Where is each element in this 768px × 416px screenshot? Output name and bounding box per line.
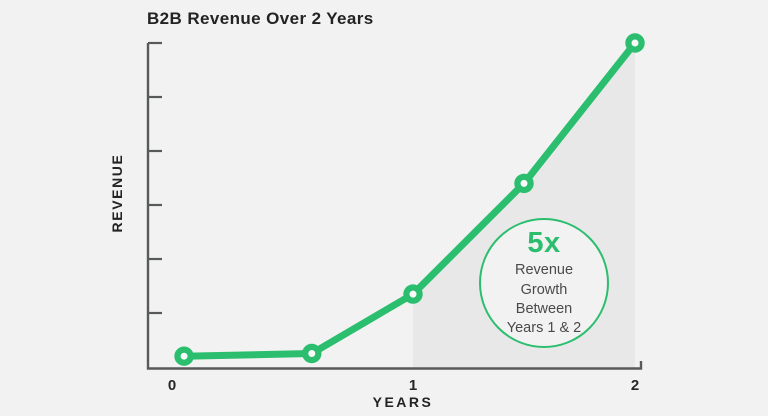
x-tick-label: 0: [168, 377, 176, 394]
data-point-marker: [302, 343, 322, 364]
data-point-marker: [514, 173, 534, 194]
badge-text-line: Years 1 & 2: [506, 319, 582, 336]
data-point-marker: [625, 33, 645, 53]
x-tick-label: 1: [409, 377, 417, 394]
badge-text-line: Revenue: [514, 262, 574, 279]
growth-annotation-badge: 5x Revenue Growth Between Years 1 & 2: [479, 218, 609, 348]
badge-text-line: Growth: [520, 281, 568, 298]
data-point-marker: [174, 346, 194, 366]
badge-text-line: Between: [515, 300, 573, 317]
x-tick-label: 2: [631, 377, 639, 394]
x-axis-title: YEARS: [372, 394, 434, 410]
growth-multiplier-value: 5x: [527, 227, 561, 260]
chart-title: B2B Revenue Over 2 Years: [147, 9, 374, 28]
data-point-marker: [403, 284, 423, 304]
